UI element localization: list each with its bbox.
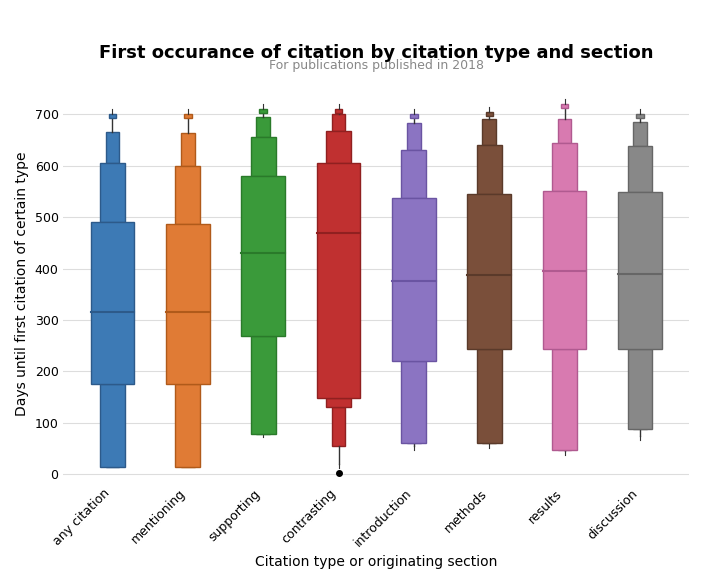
Bar <box>482 428 496 443</box>
Bar <box>106 425 119 467</box>
Bar <box>618 193 662 349</box>
Bar <box>181 428 194 467</box>
Bar <box>175 166 200 224</box>
Bar <box>633 122 647 146</box>
Bar <box>392 198 436 361</box>
Bar <box>467 194 511 349</box>
Bar <box>552 349 577 450</box>
Bar <box>486 112 493 116</box>
Bar <box>326 398 351 408</box>
Bar <box>251 137 275 176</box>
Bar <box>627 146 653 193</box>
Text: For publications published in 2018: For publications published in 2018 <box>269 59 484 72</box>
Bar <box>181 133 194 166</box>
Bar <box>256 419 270 434</box>
Bar <box>407 123 421 150</box>
Bar <box>477 145 502 194</box>
Bar <box>335 109 342 113</box>
Bar <box>552 142 577 192</box>
Bar <box>184 114 191 119</box>
X-axis label: Citation type or originating section: Citation type or originating section <box>255 555 498 569</box>
Bar <box>108 114 116 119</box>
Bar <box>259 109 267 113</box>
Bar <box>100 163 125 223</box>
Bar <box>401 361 427 443</box>
Bar <box>543 192 586 349</box>
Bar <box>332 114 345 131</box>
Bar <box>251 336 275 434</box>
Bar <box>636 114 643 119</box>
Bar <box>166 224 210 384</box>
Bar <box>401 150 427 198</box>
Title: First occurance of citation by citation type and section: First occurance of citation by citation … <box>99 44 653 62</box>
Bar <box>633 420 647 429</box>
Bar <box>561 104 568 108</box>
Bar <box>106 132 119 163</box>
Bar <box>241 176 285 336</box>
Bar <box>326 131 351 163</box>
Bar <box>558 119 572 142</box>
Bar <box>332 408 345 446</box>
Y-axis label: Days until first citation of certain type: Days until first citation of certain typ… <box>15 152 29 416</box>
Bar <box>407 430 421 443</box>
Bar <box>558 436 572 450</box>
Bar <box>91 223 134 384</box>
Bar <box>410 114 417 119</box>
Bar <box>627 349 653 429</box>
Bar <box>256 117 270 137</box>
Bar <box>175 384 200 467</box>
Bar <box>100 384 125 467</box>
Bar <box>317 163 360 398</box>
Bar <box>482 119 496 145</box>
Bar <box>477 349 502 443</box>
